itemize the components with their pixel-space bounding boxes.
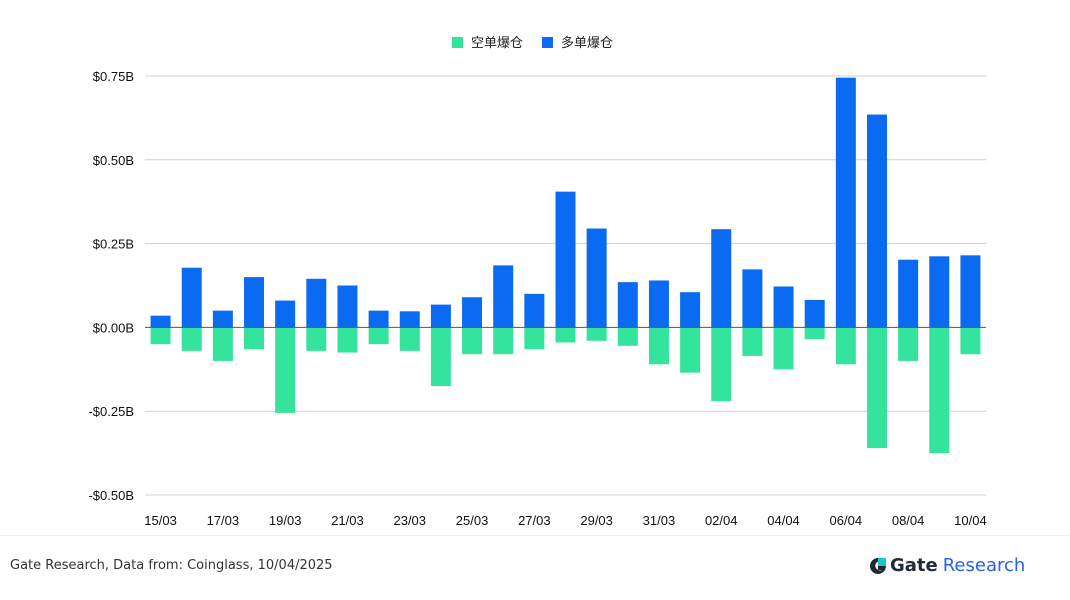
x-tick-label: 25/03 xyxy=(456,513,489,528)
y-tick-label: $0.50B xyxy=(93,153,134,168)
long-liquidation-bar xyxy=(711,229,732,328)
long-liquidation-bar xyxy=(586,228,607,328)
source-note: Gate Research, Data from: Coinglass, 10/… xyxy=(10,558,333,573)
y-tick-label: -$0.50B xyxy=(88,488,134,503)
footer-divider xyxy=(0,535,1070,536)
short-liquidation-bar xyxy=(430,327,451,387)
x-tick-label: 29/03 xyxy=(580,513,613,528)
x-tick-label: 02/04 xyxy=(705,513,738,528)
long-liquidation-bar xyxy=(804,299,825,328)
short-liquidation-bar xyxy=(742,327,763,356)
short-liquidation-bar xyxy=(617,327,638,346)
x-tick-label: 23/03 xyxy=(393,513,426,528)
short-liquidation-bar xyxy=(368,327,389,345)
x-tick-label: 04/04 xyxy=(767,513,800,528)
y-tick-label: $0.25B xyxy=(93,237,134,252)
legend-label-short: 空单爆仓 xyxy=(471,36,523,51)
long-liquidation-bar xyxy=(244,277,265,328)
long-liquidation-bar xyxy=(399,311,420,328)
x-tick-label: 06/04 xyxy=(830,513,863,528)
short-liquidation-bar xyxy=(150,327,171,345)
short-liquidation-bar xyxy=(493,327,514,355)
x-tick-label: 15/03 xyxy=(144,513,177,528)
long-liquidation-bar xyxy=(337,285,358,328)
x-tick-label: 27/03 xyxy=(518,513,551,528)
long-liquidation-bar xyxy=(617,282,638,328)
short-liquidation-bar xyxy=(555,327,576,343)
short-liquidation-bar xyxy=(399,327,420,351)
legend-swatch-long xyxy=(542,37,553,48)
long-liquidation-bar xyxy=(648,280,669,328)
x-tick-label: 31/03 xyxy=(643,513,676,528)
long-liquidation-bar xyxy=(275,300,296,328)
long-liquidation-bar xyxy=(430,304,451,328)
short-liquidation-bar xyxy=(462,327,483,355)
short-liquidation-bar xyxy=(898,327,919,361)
x-tick-label: 21/03 xyxy=(331,513,364,528)
gate-logo-icon xyxy=(870,557,886,574)
long-liquidation-bar xyxy=(306,278,327,328)
long-liquidation-bar xyxy=(368,310,389,328)
long-liquidation-bar xyxy=(493,265,514,328)
short-liquidation-bar xyxy=(306,327,327,351)
long-liquidation-bar xyxy=(555,191,576,328)
short-liquidation-bar xyxy=(337,327,358,353)
long-liquidation-bar xyxy=(835,77,856,328)
short-liquidation-bar xyxy=(181,327,202,351)
short-liquidation-bar xyxy=(866,327,887,449)
short-liquidation-bar xyxy=(212,327,233,361)
short-liquidation-bar xyxy=(929,327,950,454)
long-liquidation-bar xyxy=(462,297,483,328)
short-liquidation-bar xyxy=(244,327,265,350)
y-axis-labels: $0.75B $0.50B $0.25B $0.00B -$0.25B -$0.50B xyxy=(88,69,134,503)
brand-name: Gate xyxy=(890,555,938,576)
x-axis-labels: 15/03 17/03 19/03 21/03 23/03 25/03 27/03 29/03… xyxy=(144,513,986,528)
bars xyxy=(150,77,981,454)
short-liquidation-bar xyxy=(680,327,701,373)
long-liquidation-bar xyxy=(212,310,233,328)
short-liquidation-bar xyxy=(648,327,669,365)
short-liquidation-bar xyxy=(804,327,825,340)
legend-swatch-short xyxy=(452,37,463,48)
long-liquidation-bar xyxy=(742,269,763,328)
long-liquidation-bar xyxy=(524,293,545,328)
long-liquidation-bar xyxy=(150,315,171,328)
legend-label-long: 多单爆仓 xyxy=(561,35,613,51)
long-liquidation-bar xyxy=(929,256,950,328)
y-tick-label: $0.75B xyxy=(93,69,134,84)
legend: 空单爆仓 多单爆仓 xyxy=(452,35,613,51)
short-liquidation-bar xyxy=(586,327,607,341)
liquidation-chart: 空单爆仓 多单爆仓 $0.75B $0.50B $0.25B $0.00B -$0.25B… xyxy=(88,35,986,528)
brand-logo: Gate Research xyxy=(868,555,1025,576)
short-liquidation-bar xyxy=(711,327,732,402)
short-liquidation-bar xyxy=(835,327,856,365)
y-tick-label: $0.00B xyxy=(93,320,134,335)
short-liquidation-bar xyxy=(773,327,794,370)
short-liquidation-bar xyxy=(524,327,545,350)
long-liquidation-bar xyxy=(773,286,794,328)
y-tick-label: -$0.25B xyxy=(88,404,134,419)
short-liquidation-bar xyxy=(275,327,296,413)
long-liquidation-bar xyxy=(898,259,919,328)
long-liquidation-bar xyxy=(680,292,701,328)
long-liquidation-bar xyxy=(181,267,202,328)
long-liquidation-bar xyxy=(866,114,887,328)
x-tick-label: 10/04 xyxy=(954,513,987,528)
long-liquidation-bar xyxy=(960,255,981,328)
x-tick-label: 17/03 xyxy=(207,513,240,528)
x-tick-label: 19/03 xyxy=(269,513,302,528)
short-liquidation-bar xyxy=(960,327,981,355)
brand-suffix: Research xyxy=(942,555,1026,576)
x-tick-label: 08/04 xyxy=(892,513,925,528)
